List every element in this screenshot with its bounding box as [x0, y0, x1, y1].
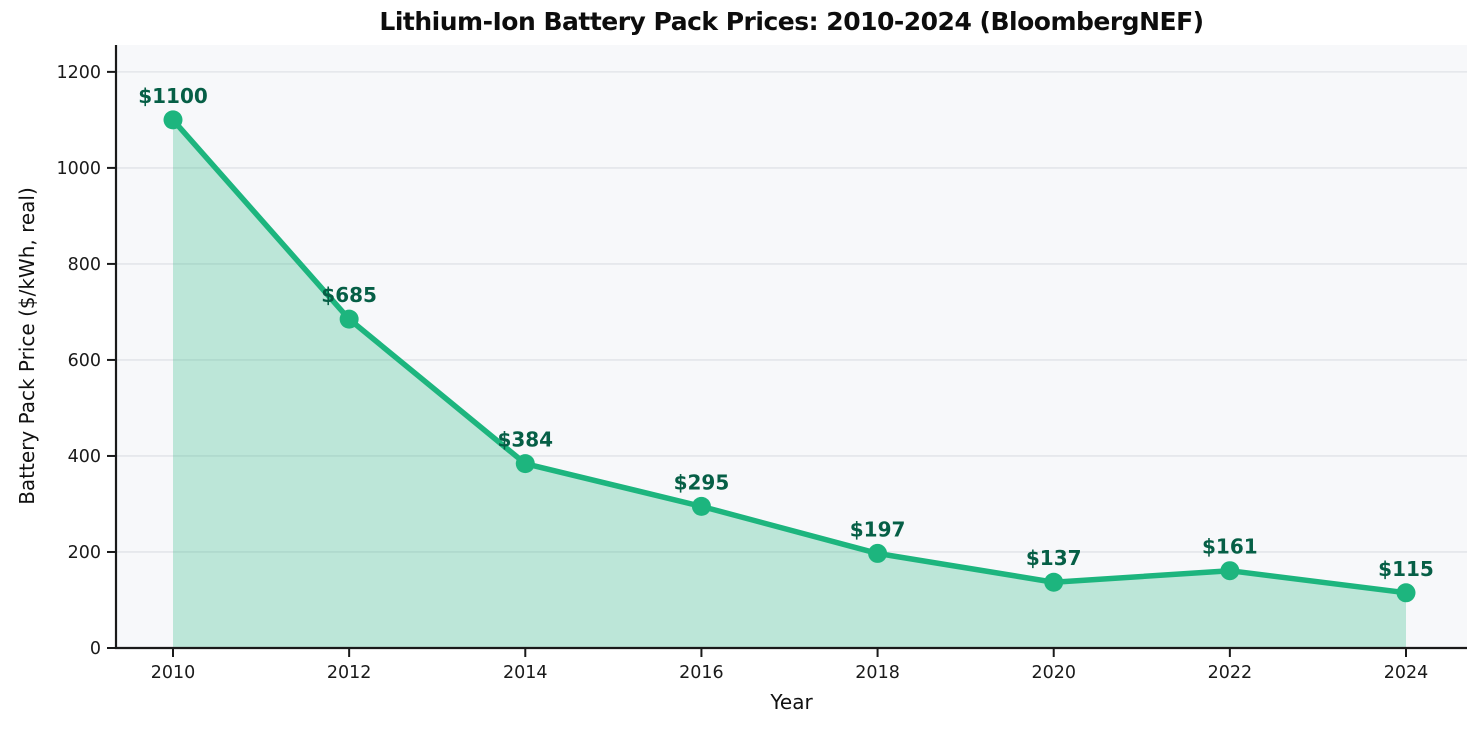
- x-tick-label: 2018: [855, 663, 900, 683]
- x-tick-label: 2022: [1208, 663, 1253, 683]
- x-tick-label: 2014: [503, 663, 548, 683]
- point-label-2022: $161: [1202, 535, 1258, 559]
- plot-background: [116, 45, 1467, 648]
- y-tick-label: 800: [68, 255, 101, 275]
- price-line: [170, 117, 1409, 596]
- data-point-2012: [339, 309, 359, 329]
- point-label-2014: $384: [497, 428, 553, 452]
- y-tick-label: 400: [68, 447, 101, 467]
- y-tick-label: 600: [68, 351, 101, 371]
- y-tick-label: 1000: [56, 159, 101, 179]
- point-label-2018: $197: [850, 517, 906, 541]
- point-label-2016: $295: [674, 470, 730, 494]
- y-tick-label: 0: [90, 639, 101, 659]
- data-point-2010: [163, 110, 183, 130]
- data-point-2018: [868, 543, 888, 563]
- point-label-2010: $1100: [138, 84, 208, 108]
- point-label-2020: $137: [1026, 546, 1082, 570]
- data-point-2016: [691, 496, 711, 516]
- x-tick-label: 2024: [1384, 663, 1429, 683]
- data-point-2022: [1220, 561, 1240, 581]
- x-tick-label: 2020: [1031, 663, 1076, 683]
- point-label-2012: $685: [321, 283, 377, 307]
- chart-title: Lithium-Ion Battery Pack Prices: 2010-20…: [379, 7, 1204, 36]
- y-axis-title: Battery Pack Price ($/kWh, real): [15, 187, 39, 505]
- area-fill: [173, 119, 1406, 649]
- data-point-2024: [1396, 583, 1416, 603]
- point-label-2024: $115: [1378, 557, 1434, 581]
- x-tick-label: 2012: [327, 663, 372, 683]
- x-tick-label: 2010: [151, 663, 196, 683]
- x-tick-label: 2016: [679, 663, 724, 683]
- data-point-2014: [515, 454, 535, 474]
- y-tick-label: 200: [68, 543, 101, 563]
- data-point-2020: [1044, 572, 1064, 592]
- y-tick-label: 1200: [56, 63, 101, 83]
- x-axis-title: Year: [770, 690, 813, 714]
